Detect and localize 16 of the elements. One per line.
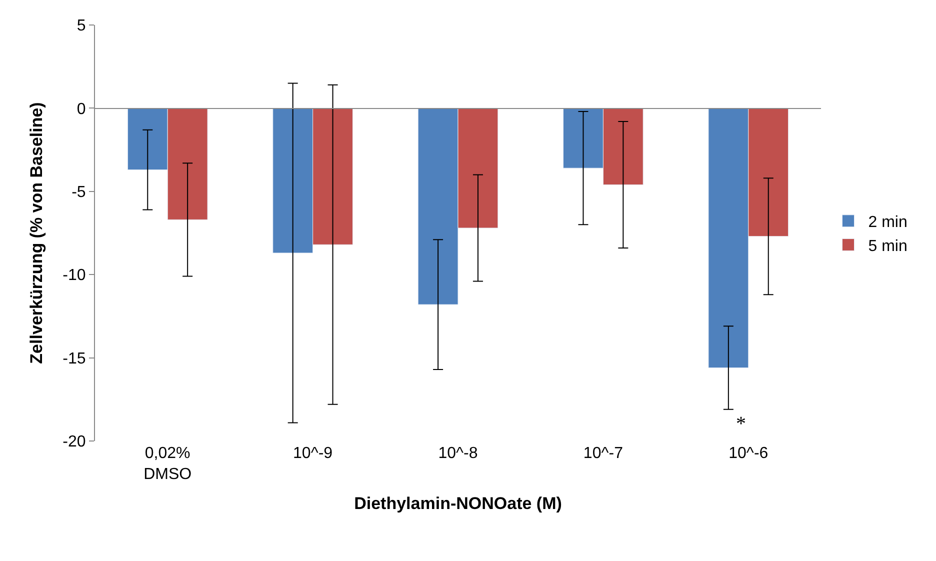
y-tick-label: -10 — [62, 267, 86, 284]
y-tick-label: 0 — [76, 100, 86, 118]
x-tick-label: 10^-6 — [728, 445, 768, 462]
x-axis-title: Diethylamin-NONOate (M) — [354, 494, 562, 514]
y-axis-title: Zellverkürzung (% von Baseline) — [27, 102, 46, 364]
x-tick-label: 10^-8 — [438, 445, 478, 462]
annotation: * — [736, 413, 746, 435]
x-tick-label: 10^-7 — [583, 445, 624, 462]
y-tick-label: -15 — [62, 350, 86, 368]
legend-label: 5 min — [868, 238, 908, 255]
y-tick-label: -20 — [62, 434, 86, 451]
x-tick-label: 0,02% DMSO — [144, 445, 192, 483]
y-tick-label: 5 — [76, 18, 86, 35]
legend-label: 2 min — [868, 214, 908, 232]
y-tick-label: -5 — [72, 184, 86, 201]
x-tick-label: 10^-9 — [293, 445, 333, 462]
